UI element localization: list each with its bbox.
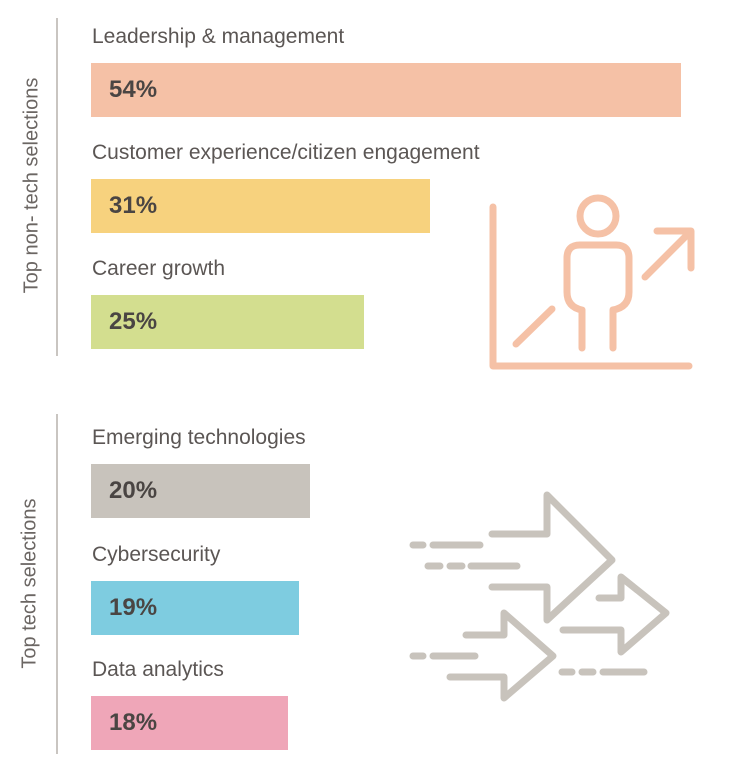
value-label: 54% [109,76,158,103]
bar: 19% [91,581,299,635]
value-label: 25% [109,308,158,335]
nontech-divider [56,18,58,356]
value-label: 19% [109,594,158,621]
bar: 18% [91,696,288,750]
value-label: 31% [109,192,158,219]
category-label: Emerging technologies [92,426,306,449]
bar: 25% [91,295,365,349]
category-label: Career growth [92,257,226,280]
category-label: Leadership & management [92,25,345,48]
category-label: Customer experience/citizen engagement [92,141,480,164]
category-label: Cybersecurity [92,543,221,566]
tech-divider [56,414,58,754]
bar: 54% [91,63,682,117]
category-label: Data analytics [92,658,224,681]
bar: 31% [91,179,430,233]
value-label: 20% [109,477,158,504]
value-label: 18% [109,709,158,736]
bar: 20% [91,464,310,518]
